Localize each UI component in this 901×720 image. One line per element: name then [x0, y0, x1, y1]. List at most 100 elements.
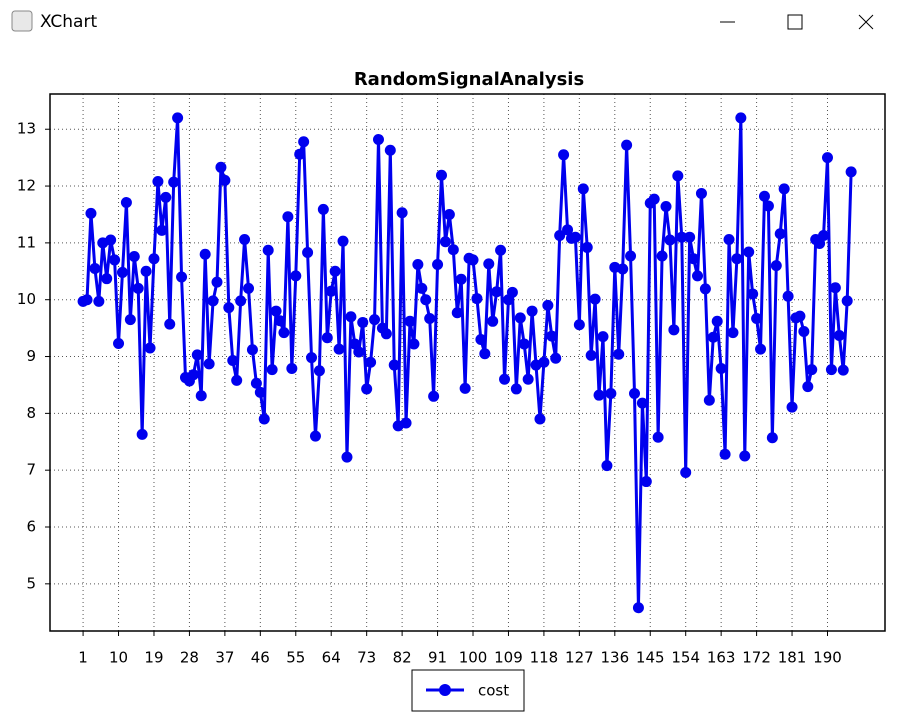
x-tick-label: 172	[742, 649, 771, 667]
data-point	[483, 258, 495, 270]
data-point	[93, 295, 105, 307]
data-point	[325, 285, 337, 297]
data-point	[243, 282, 255, 294]
data-point	[89, 262, 101, 274]
data-point	[735, 112, 747, 124]
data-point	[172, 112, 184, 124]
data-point	[715, 362, 727, 374]
data-point	[475, 333, 487, 345]
y-tick-label: 8	[26, 404, 36, 422]
data-point	[176, 271, 188, 283]
data-point	[837, 364, 849, 376]
data-point	[124, 314, 136, 326]
data-point	[510, 383, 522, 395]
data-point	[345, 311, 357, 323]
data-point	[357, 316, 369, 328]
x-tick-label: 10	[109, 649, 128, 667]
data-point	[825, 364, 837, 376]
data-point	[294, 148, 306, 160]
data-point	[747, 288, 759, 300]
data-point	[235, 295, 247, 307]
close-button[interactable]	[858, 14, 874, 30]
data-point	[506, 286, 518, 298]
data-point	[778, 183, 790, 195]
data-point	[758, 190, 770, 202]
legend-marker	[439, 684, 451, 696]
data-point	[597, 331, 609, 343]
data-point	[569, 231, 581, 243]
data-point	[372, 133, 384, 145]
data-point	[219, 174, 231, 186]
data-point	[573, 319, 585, 331]
data-point	[495, 244, 507, 256]
data-point	[695, 187, 707, 199]
x-tick-label: 55	[286, 649, 305, 667]
plot-border	[49, 93, 886, 632]
data-point	[727, 327, 739, 339]
data-point	[546, 330, 558, 342]
data-point	[298, 136, 310, 148]
data-point	[109, 254, 121, 266]
data-point	[652, 431, 664, 443]
data-point	[514, 312, 526, 324]
data-point	[707, 331, 719, 343]
data-point	[794, 310, 806, 322]
y-tick-label: 7	[26, 461, 36, 479]
y-tick-label: 12	[17, 177, 36, 195]
data-point	[798, 326, 810, 338]
data-point	[558, 149, 570, 161]
data-point	[211, 276, 223, 288]
data-point	[116, 266, 128, 278]
data-point	[479, 348, 491, 360]
data-point	[672, 170, 684, 182]
data-point	[341, 451, 353, 463]
data-point	[806, 364, 818, 376]
data-point	[337, 235, 349, 247]
x-tick-label: 163	[707, 649, 736, 667]
data-point	[625, 250, 637, 262]
data-point	[731, 253, 743, 265]
data-point	[81, 294, 93, 306]
data-point	[408, 338, 420, 350]
data-point	[443, 208, 455, 220]
data-point	[629, 387, 640, 399]
data-point	[152, 176, 164, 188]
data-point	[227, 355, 239, 367]
data-point	[648, 193, 660, 205]
data-point	[491, 286, 503, 298]
x-tick-label: 46	[251, 649, 270, 667]
maximize-button[interactable]	[787, 14, 803, 30]
data-point	[632, 602, 644, 614]
data-point	[148, 253, 160, 265]
window-title: XChart	[40, 12, 97, 32]
data-point	[589, 293, 601, 305]
chart-area	[0, 42, 901, 720]
x-tick-label: 64	[322, 649, 341, 667]
data-point	[668, 324, 680, 336]
data-point	[703, 394, 715, 406]
y-tick-label: 5	[26, 574, 36, 592]
data-point	[113, 337, 125, 349]
data-point	[432, 258, 444, 270]
data-point	[774, 228, 786, 240]
data-point	[451, 307, 463, 319]
data-point	[195, 390, 207, 402]
data-point	[101, 273, 113, 285]
data-point	[692, 270, 704, 282]
data-point	[199, 248, 211, 260]
data-point	[664, 234, 676, 246]
data-point	[829, 282, 841, 294]
data-point	[270, 305, 282, 317]
data-point	[85, 207, 97, 219]
data-point	[333, 343, 345, 355]
data-point	[254, 386, 266, 398]
data-point	[621, 139, 633, 151]
data-point	[369, 314, 381, 326]
data-point	[309, 430, 321, 442]
data-point	[447, 244, 459, 256]
data-point	[613, 348, 625, 360]
data-point	[538, 356, 550, 368]
data-point	[132, 282, 144, 294]
